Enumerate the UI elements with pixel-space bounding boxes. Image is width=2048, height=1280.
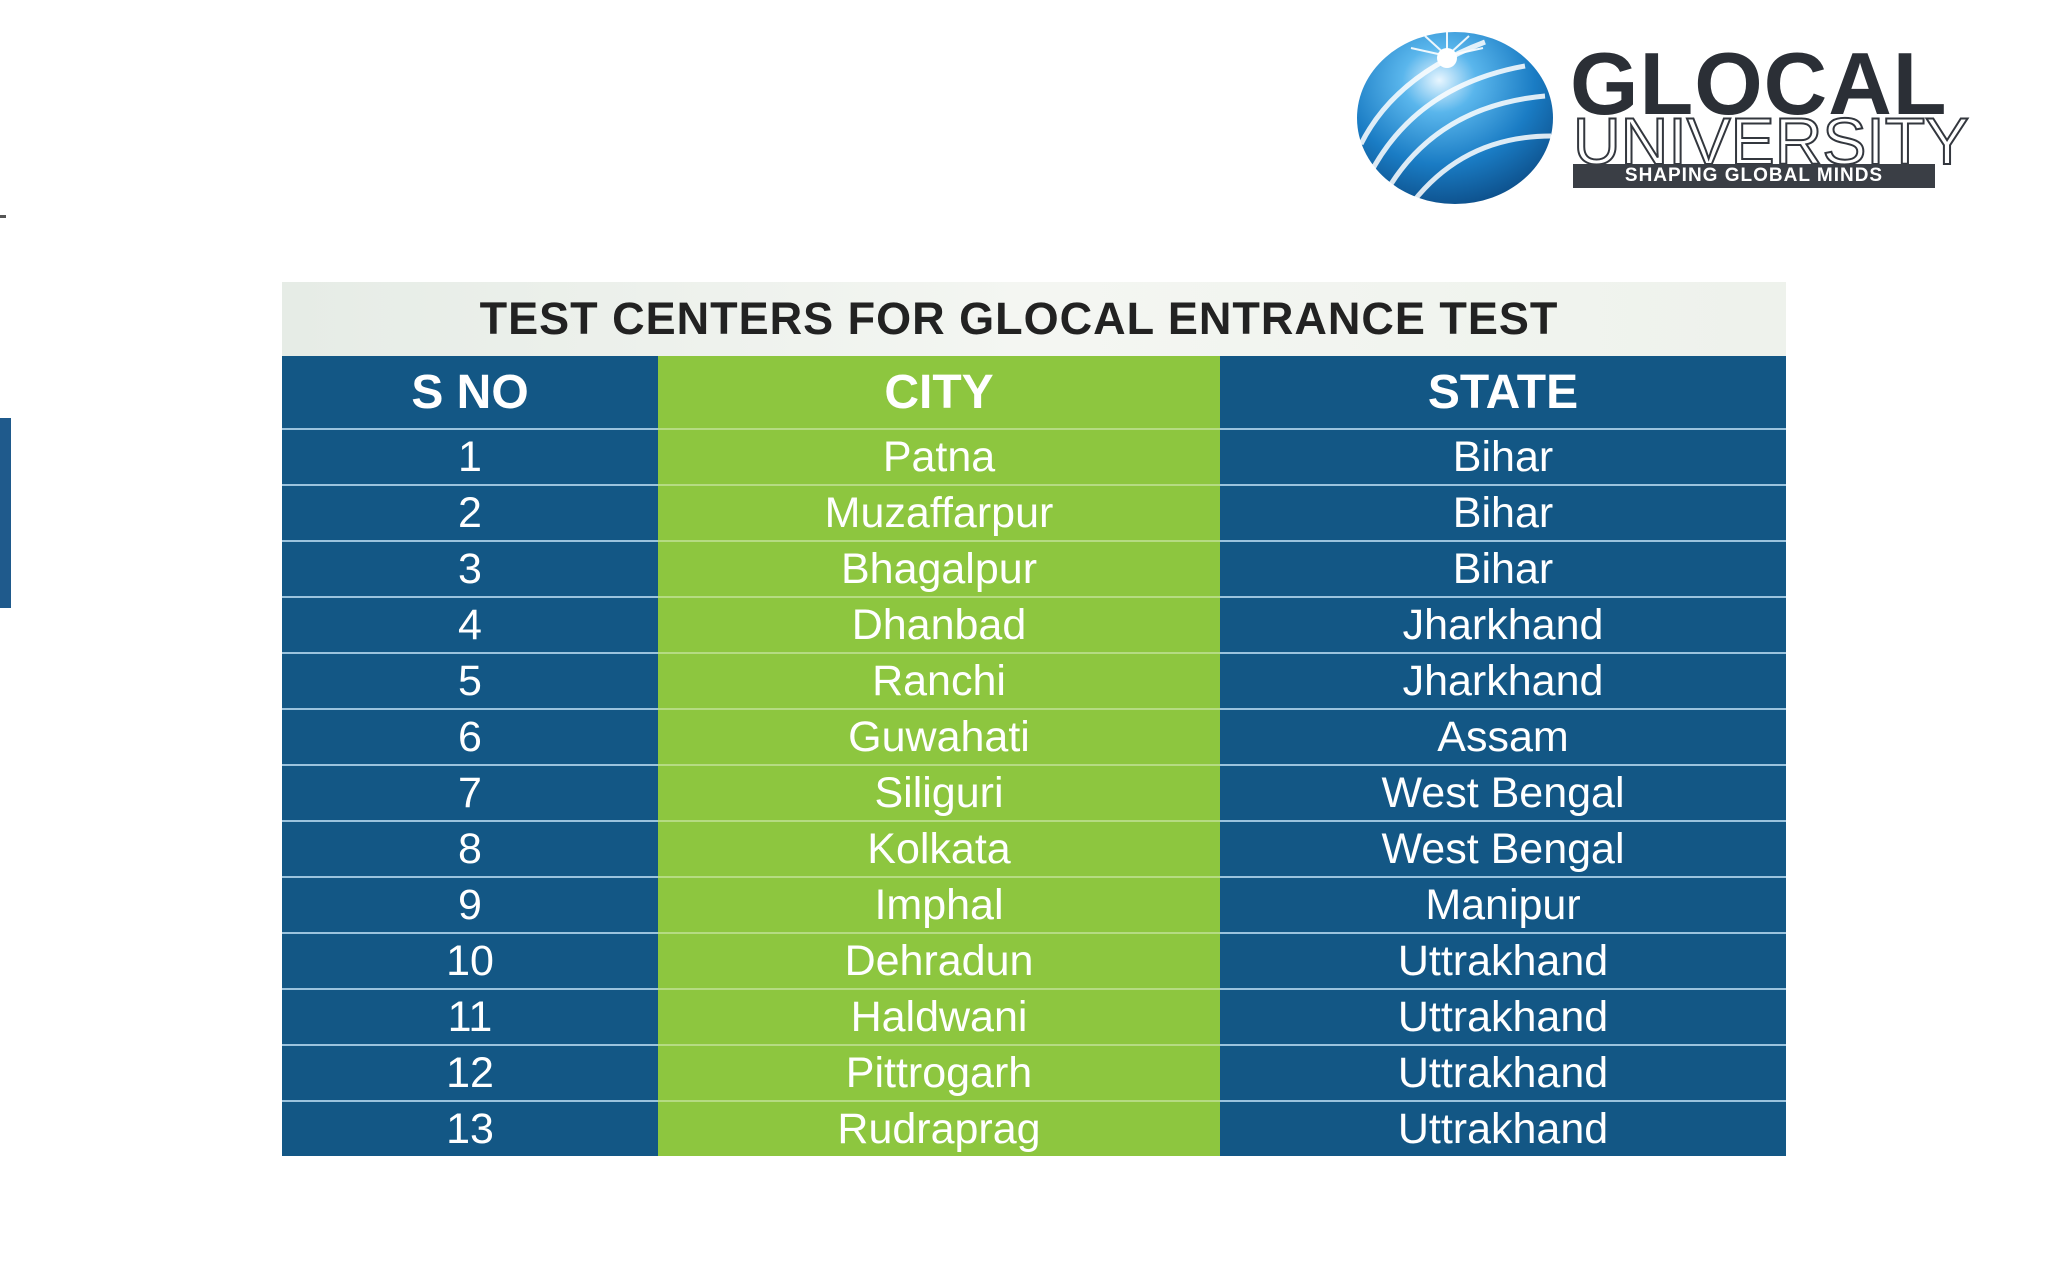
cell-state: Bihar — [1220, 541, 1786, 598]
table-row: 11 Haldwani Uttrakhand — [282, 989, 1786, 1046]
cell-city: Kolkata — [658, 821, 1220, 878]
table-row: 1 Patna Bihar — [282, 429, 1786, 486]
cell-city: Siliguri — [658, 765, 1220, 822]
cell-state: Uttrakhand — [1220, 1101, 1786, 1156]
table-row: 12 Pittrogarh Uttrakhand — [282, 1045, 1786, 1102]
cell-sno: 12 — [282, 1045, 658, 1102]
cell-state: Uttrakhand — [1220, 1045, 1786, 1102]
table-row: 9 Imphal Manipur — [282, 877, 1786, 934]
cell-state: Manipur — [1220, 877, 1786, 934]
table-row: 2 Muzaffarpur Bihar — [282, 485, 1786, 542]
cell-city: Guwahati — [658, 709, 1220, 766]
cell-sno: 10 — [282, 933, 658, 990]
cell-city: Dhanbad — [658, 597, 1220, 654]
table-row: 5 Ranchi Jharkhand — [282, 653, 1786, 710]
table-title: TEST CENTERS FOR GLOCAL ENTRANCE TEST — [282, 282, 1786, 356]
header-state: STATE — [1220, 356, 1786, 430]
edge-bar — [0, 418, 11, 608]
header-city: CITY — [658, 356, 1220, 430]
cell-state: Jharkhand — [1220, 597, 1786, 654]
cell-city: Pittrogarh — [658, 1045, 1220, 1102]
header-sno: S NO — [282, 356, 658, 430]
cell-state: Uttrakhand — [1220, 933, 1786, 990]
edge-mark — [0, 215, 6, 218]
cell-state: Assam — [1220, 709, 1786, 766]
test-centers-table-block: TEST CENTERS FOR GLOCAL ENTRANCE TEST S … — [282, 282, 1786, 1156]
table-row: 4 Dhanbad Jharkhand — [282, 597, 1786, 654]
cell-sno: 4 — [282, 597, 658, 654]
cell-state: Bihar — [1220, 485, 1786, 542]
table-body: 1 Patna Bihar 2 Muzaffarpur Bihar 3 Bhagalpur Bi… — [282, 429, 1786, 1156]
globe-icon — [1357, 32, 1553, 204]
cell-sno: 6 — [282, 709, 658, 766]
cell-city: Haldwani — [658, 989, 1220, 1046]
cell-city: Patna — [658, 429, 1220, 486]
logo-subtitle: UNIVERSITY — [1572, 104, 1970, 178]
cell-city: Muzaffarpur — [658, 485, 1220, 542]
cell-sno: 7 — [282, 765, 658, 822]
cell-city: Ranchi — [658, 653, 1220, 710]
cell-sno: 13 — [282, 1101, 658, 1156]
glocal-logo: GLOCAL UNIVERSITY SHAPING GLOBAL MINDS — [1355, 26, 1970, 206]
cell-city: Imphal — [658, 877, 1220, 934]
logo-wordmark: GLOCAL — [1570, 34, 1948, 133]
logo-tagline: SHAPING GLOBAL MINDS — [1573, 164, 1935, 188]
cell-sno: 2 — [282, 485, 658, 542]
cell-city: Dehradun — [658, 933, 1220, 990]
cell-state: Bihar — [1220, 429, 1786, 486]
table-header-row: S NO CITY STATE — [282, 356, 1786, 430]
cell-sno: 5 — [282, 653, 658, 710]
cell-state: Jharkhand — [1220, 653, 1786, 710]
cell-state: Uttrakhand — [1220, 989, 1786, 1046]
cell-sno: 8 — [282, 821, 658, 878]
cell-sno: 11 — [282, 989, 658, 1046]
table-row: 6 Guwahati Assam — [282, 709, 1786, 766]
table-row: 8 Kolkata West Bengal — [282, 821, 1786, 878]
cell-state: West Bengal — [1220, 821, 1786, 878]
table-row: 3 Bhagalpur Bihar — [282, 541, 1786, 598]
table-row: 10 Dehradun Uttrakhand — [282, 933, 1786, 990]
cell-sno: 1 — [282, 429, 658, 486]
table-row: 13 Rudraprag Uttrakhand — [282, 1101, 1786, 1156]
cell-sno: 9 — [282, 877, 658, 934]
cell-state: West Bengal — [1220, 765, 1786, 822]
test-centers-table: S NO CITY STATE 1 Patna Bihar 2 Muzaffarpur B… — [282, 356, 1786, 1156]
cell-city: Rudraprag — [658, 1101, 1220, 1156]
cell-sno: 3 — [282, 541, 658, 598]
table-row: 7 Siliguri West Bengal — [282, 765, 1786, 822]
cell-city: Bhagalpur — [658, 541, 1220, 598]
